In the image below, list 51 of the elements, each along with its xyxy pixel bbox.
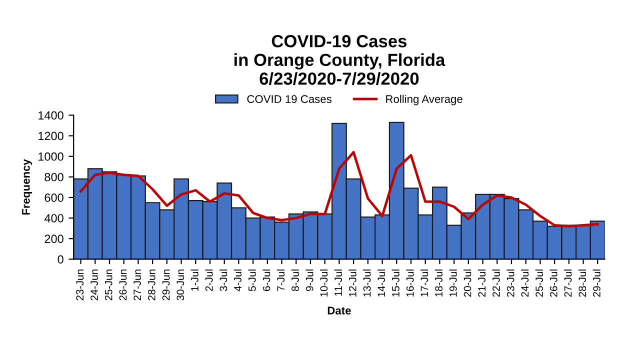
y-tick-label: 200 xyxy=(44,234,64,244)
x-tick-label: 9-Jul xyxy=(306,270,314,292)
x-tick-label: 5-Jul xyxy=(248,270,256,292)
x-tick-label: 18-Jul xyxy=(434,270,442,296)
x-tick-label: 20-Jul xyxy=(464,270,472,297)
x-tick-label: 8-Jul xyxy=(291,270,299,292)
x-tick-label: 22-Jul xyxy=(492,270,500,297)
y-tick-label: 0 xyxy=(58,255,64,264)
x-axis-title: Date xyxy=(328,306,351,314)
x-tick-label: 11-Jul xyxy=(334,270,342,296)
y-tick-label: 1400 xyxy=(38,111,64,120)
x-tick-label: 23-Jun xyxy=(76,270,84,300)
x-tick-label: 27-Jul xyxy=(564,270,572,297)
x-tick-label: 4-Jul xyxy=(234,270,242,292)
x-tick-label: 26-Jun xyxy=(119,270,127,300)
x-tick-label: 29-Jun xyxy=(162,270,170,300)
x-tick-label: 1-Jul xyxy=(190,270,198,291)
x-tick-label: 2-Jul xyxy=(205,270,213,291)
y-tick-label: 1200 xyxy=(38,132,64,140)
x-tick-label: 24-Jul xyxy=(520,270,529,297)
x-tick-label: 26-Jul xyxy=(550,270,558,297)
x-tick-label: 15-Jul xyxy=(392,270,400,296)
x-tick-label: 24-Jun xyxy=(90,270,98,300)
x-tick-label: 29-Jul xyxy=(592,270,600,297)
x-tick-label: 30-Jun xyxy=(176,270,184,300)
x-tick-label: 23-Jul xyxy=(506,270,514,297)
x-tick-label: 16-Jul xyxy=(406,270,414,296)
x-tick-label: 21-Jul xyxy=(478,270,486,297)
x-tick-label: 6-Jul xyxy=(262,270,270,291)
x-tick-label: 25-Jul xyxy=(535,270,543,297)
legend-label: COVID 19 Cases xyxy=(247,95,332,104)
x-tick-label: 13-Jul xyxy=(363,270,371,296)
y-tick-label: 1000 xyxy=(38,152,64,161)
x-tick-label: 28-Jul xyxy=(578,270,586,297)
x-tick-label: 17-Jul xyxy=(420,270,428,296)
x-tick-label: 28-Jun xyxy=(148,270,156,300)
legend-label: Rolling Average xyxy=(386,94,462,106)
y-axis-title: Frequency xyxy=(22,159,32,215)
y-tick-label: 600 xyxy=(44,194,64,202)
x-tick-label: 12-Jul xyxy=(348,270,356,296)
x-tick-label: 10-Jul xyxy=(320,270,328,296)
chart-title: COVID-19 Cases in Orange County, Florida 6/23/2020-7/29/2020 xyxy=(234,35,446,85)
x-tick-label: 7-Jul xyxy=(276,270,285,291)
y-tick-label: 400 xyxy=(44,214,64,222)
line-series xyxy=(80,150,599,228)
x-tick-label: 14-Jul xyxy=(377,270,386,296)
x-tick-label: 25-Jun xyxy=(104,270,112,300)
x-tick-label: 3-Jul xyxy=(219,270,228,292)
x-tick-label: 27-Jun xyxy=(134,270,141,300)
x-tick-label: 19-Jul xyxy=(449,270,457,296)
y-tick-label: 800 xyxy=(44,172,64,182)
